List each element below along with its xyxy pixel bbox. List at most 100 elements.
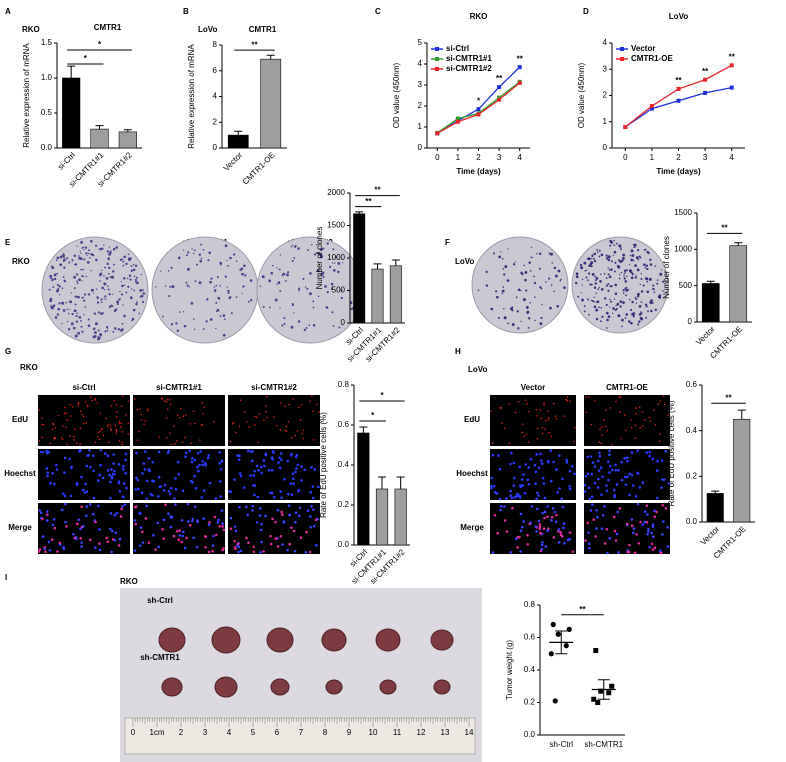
ruler-label: 6	[275, 728, 280, 737]
colony	[74, 295, 77, 298]
cell	[81, 488, 85, 492]
cell	[236, 454, 239, 457]
cell	[175, 529, 179, 533]
colony	[215, 310, 218, 313]
cell	[633, 551, 637, 555]
colony	[226, 286, 228, 288]
colony	[644, 266, 647, 269]
bar	[357, 432, 370, 546]
cell	[520, 525, 524, 529]
cell	[563, 541, 566, 545]
cell	[88, 503, 92, 506]
cell	[181, 534, 185, 538]
colony	[269, 306, 271, 309]
cell	[98, 528, 101, 531]
y-tick-label: 500	[332, 286, 346, 295]
cell	[626, 550, 630, 554]
colony	[550, 252, 554, 256]
colony	[76, 312, 78, 315]
colony	[621, 325, 623, 328]
colony	[589, 283, 592, 286]
cell	[258, 507, 262, 510]
cell	[186, 502, 190, 506]
colony	[625, 269, 628, 272]
colony	[262, 305, 265, 308]
colony	[92, 335, 96, 339]
cell	[99, 412, 102, 415]
colony	[337, 270, 340, 274]
colony	[540, 287, 543, 290]
cell	[106, 454, 110, 458]
y-tick-label: 4	[418, 59, 423, 68]
cell	[284, 405, 286, 407]
cell	[218, 480, 222, 483]
cell	[102, 434, 105, 437]
cell	[648, 416, 651, 419]
cell	[661, 503, 664, 507]
point	[566, 626, 572, 632]
cell	[554, 520, 558, 524]
error-bar	[396, 476, 405, 489]
colony	[132, 308, 136, 312]
panel-letter: A	[5, 7, 11, 16]
cell	[236, 542, 240, 546]
series-line	[624, 86, 732, 128]
colony	[608, 268, 611, 271]
cell	[237, 550, 240, 554]
colony	[332, 269, 336, 272]
y-axis-label: OD value (450nm)	[392, 62, 401, 128]
colony	[93, 312, 97, 315]
cell	[38, 548, 42, 551]
cell	[144, 517, 148, 520]
cell	[114, 531, 118, 535]
colony	[140, 273, 142, 276]
colony	[72, 326, 76, 330]
y-tick-label: 0	[418, 143, 423, 152]
colony	[291, 302, 294, 305]
cell	[292, 398, 294, 400]
colony	[549, 306, 552, 310]
colony	[550, 284, 553, 286]
cell	[636, 449, 639, 452]
colony	[575, 275, 579, 279]
cell	[80, 541, 83, 545]
colony	[100, 247, 104, 250]
cell	[586, 472, 590, 476]
cell	[258, 514, 262, 517]
cell	[235, 431, 238, 434]
panel-letter: H	[455, 347, 461, 356]
cell	[623, 457, 626, 460]
colony	[240, 267, 244, 270]
cell	[548, 417, 550, 419]
cell-line: LoVo	[455, 257, 475, 266]
colony	[138, 312, 140, 315]
cell	[549, 479, 553, 483]
cell	[187, 520, 190, 523]
cell	[541, 540, 544, 544]
colony	[99, 273, 102, 277]
x-tick-label: 2	[676, 153, 681, 162]
cell	[201, 424, 203, 426]
colony	[600, 307, 602, 309]
cell	[290, 493, 294, 497]
cell	[635, 532, 638, 536]
cell	[605, 551, 609, 555]
colony	[194, 280, 197, 283]
cell	[613, 495, 616, 499]
colony	[170, 266, 173, 269]
cell	[311, 395, 313, 397]
cell	[190, 460, 194, 464]
colony	[590, 265, 593, 268]
cell	[529, 457, 533, 461]
cell	[238, 505, 241, 509]
cell	[53, 482, 56, 486]
colony	[524, 271, 528, 274]
cell	[305, 530, 308, 534]
colony	[297, 320, 301, 323]
cell	[82, 524, 85, 528]
cell	[650, 542, 654, 546]
cell	[586, 455, 590, 459]
colony	[224, 275, 227, 278]
point	[497, 85, 502, 90]
